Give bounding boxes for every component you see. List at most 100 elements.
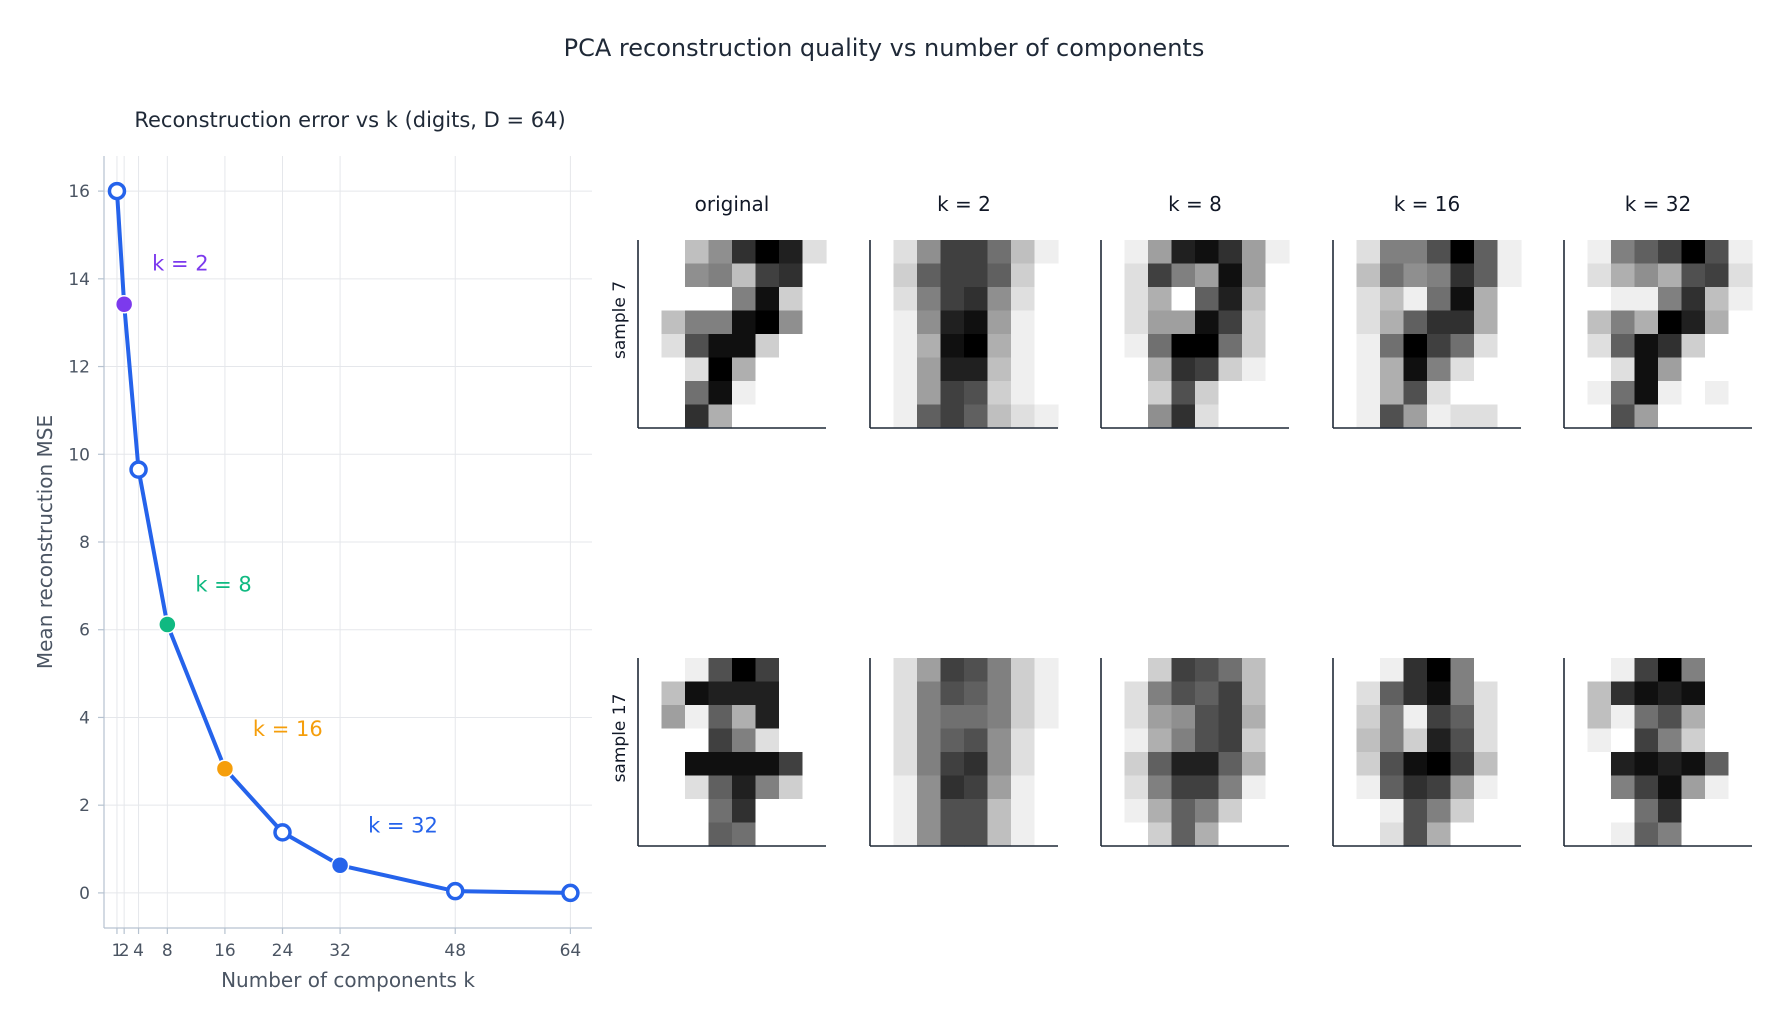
pixel — [1403, 357, 1428, 382]
pixel — [1658, 357, 1683, 382]
pixel — [1728, 681, 1753, 706]
pixel — [802, 752, 827, 777]
pixel — [1611, 240, 1636, 265]
pixel — [1450, 381, 1475, 406]
pixel — [1427, 775, 1452, 800]
pixel — [708, 310, 733, 335]
pixel — [987, 263, 1012, 288]
pixel — [1218, 799, 1243, 824]
pixel — [1218, 752, 1243, 777]
pixel — [1681, 404, 1706, 429]
pixel — [638, 404, 663, 429]
pixel — [802, 822, 827, 847]
pixel — [1474, 728, 1499, 753]
pixel — [1101, 310, 1126, 335]
pixel — [940, 799, 965, 824]
pixel — [802, 357, 827, 382]
pixel — [917, 263, 942, 288]
pixel — [755, 775, 780, 800]
pixel — [1497, 681, 1522, 706]
pixel — [1611, 357, 1636, 382]
pixel — [638, 728, 663, 753]
pixel — [1450, 799, 1475, 824]
pixel — [755, 752, 780, 777]
pixel — [1356, 334, 1381, 359]
pixel — [1011, 404, 1036, 429]
pixel — [1265, 240, 1290, 265]
pixel — [755, 404, 780, 429]
pixel — [917, 822, 942, 847]
pixel — [779, 775, 804, 800]
pixel — [1333, 775, 1358, 800]
line-chart-panel: Reconstruction error vs k (digits, D = 6… — [33, 108, 592, 992]
pixel — [1171, 381, 1196, 406]
pixel — [732, 334, 757, 359]
pixel — [1728, 799, 1753, 824]
pixel — [1705, 728, 1730, 753]
pixel — [732, 728, 757, 753]
pixel — [732, 404, 757, 429]
row-label: sample 7 — [610, 281, 630, 359]
pixel — [1681, 822, 1706, 847]
pixel — [893, 822, 918, 847]
pixel — [1242, 357, 1267, 382]
pixel — [1242, 287, 1267, 312]
pixel — [1148, 287, 1173, 312]
pixel — [1333, 240, 1358, 265]
pixel — [1333, 263, 1358, 288]
pixel — [661, 799, 686, 824]
pixel — [1356, 357, 1381, 382]
pixel — [1705, 310, 1730, 335]
pixel — [1380, 775, 1405, 800]
pixel — [1242, 705, 1267, 730]
pixel — [1564, 334, 1589, 359]
pixel — [1171, 357, 1196, 382]
pixel — [1497, 240, 1522, 265]
pixel — [940, 705, 965, 730]
pixel — [893, 681, 918, 706]
pixel — [1380, 240, 1405, 265]
pixel — [1218, 728, 1243, 753]
column-title: original — [695, 192, 770, 216]
pixel — [1034, 681, 1059, 706]
pixel — [1427, 357, 1452, 382]
highlight-point — [330, 856, 350, 875]
pixel — [1658, 705, 1683, 730]
pixel — [987, 681, 1012, 706]
pixel — [987, 728, 1012, 753]
pixel — [1681, 240, 1706, 265]
pixel — [1101, 705, 1126, 730]
y-tick-label: 6 — [79, 621, 90, 641]
pixel — [638, 357, 663, 382]
pixel — [708, 728, 733, 753]
pixel — [638, 822, 663, 847]
pixel — [1356, 799, 1381, 824]
pixel — [1380, 822, 1405, 847]
pixel — [1474, 287, 1499, 312]
pixel — [1333, 799, 1358, 824]
pixel — [638, 775, 663, 800]
pixel — [1124, 334, 1149, 359]
pixel — [1171, 799, 1196, 824]
data-point — [445, 881, 465, 901]
row-label: sample 17 — [610, 694, 630, 783]
pixel — [779, 263, 804, 288]
pixel — [870, 240, 895, 265]
pixel — [1450, 263, 1475, 288]
data-point — [107, 181, 127, 201]
pixel — [685, 681, 710, 706]
x-ticks: 12 4 8 16 24 32 48 64 — [112, 928, 581, 961]
pixel — [1634, 404, 1659, 429]
pixel — [1634, 775, 1659, 800]
pixel — [1124, 728, 1149, 753]
pixel — [940, 381, 965, 406]
pixel — [1705, 381, 1730, 406]
pixel — [1195, 681, 1220, 706]
pixel — [779, 404, 804, 429]
pixel — [1611, 287, 1636, 312]
pixel — [1728, 334, 1753, 359]
x-tick-label: 48 — [444, 941, 466, 961]
pixel — [1705, 752, 1730, 777]
pixel — [893, 334, 918, 359]
pixel — [1728, 775, 1753, 800]
